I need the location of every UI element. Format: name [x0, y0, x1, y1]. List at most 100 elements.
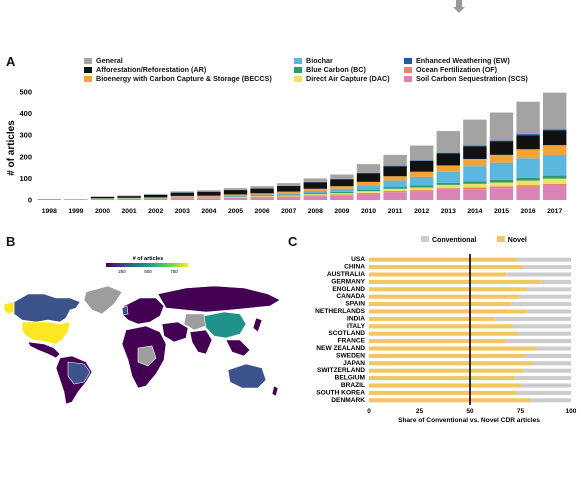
bar-segment [489, 186, 514, 189]
bar-conventional [522, 368, 571, 373]
bar-novel [369, 324, 513, 329]
country-label: NETHERLANDS [315, 308, 365, 315]
legend-item-8: Soil Carbon Sequestration (SCS) [404, 74, 528, 83]
legend-label: General [96, 56, 123, 65]
bar-conventional [526, 287, 571, 292]
map-russia [157, 285, 281, 313]
chart-c-x-axis-label: Share of Conventional vs. Novel CDR arti… [398, 417, 540, 424]
bar-segment [143, 193, 168, 195]
map-central-asia [183, 313, 207, 331]
bar-segment [90, 196, 115, 199]
bar-segment [276, 193, 301, 195]
bar-conventional [520, 383, 571, 388]
colorbar-tick-250: 250 [118, 269, 126, 274]
legend-label: Bioenergy with Carbon Capture & Storage … [96, 74, 272, 83]
colorbar [106, 263, 188, 267]
bar-segment [330, 186, 354, 189]
bar-segment [223, 188, 248, 190]
bar-segment [409, 160, 434, 161]
y-tick-label: 0 [28, 196, 32, 205]
bar-segment [276, 194, 301, 196]
bar-segment [356, 192, 381, 194]
bar-segment [276, 183, 301, 186]
bar-segment [489, 188, 514, 200]
legend-item-4: Blue Carbon (BC) [294, 65, 366, 74]
x-tick-label: 2001 [122, 208, 137, 215]
bar-segment [250, 186, 274, 189]
bar-segment [170, 191, 195, 193]
bar-segment [516, 101, 540, 135]
colorbar-tick-750: 750 [170, 269, 178, 274]
legend-label: Biochar [306, 56, 333, 65]
bar-segment [542, 178, 567, 184]
x-tick-label: 2005 [228, 208, 243, 215]
legend-item-3: Afforestation/Reforestation (AR) [84, 65, 206, 74]
bar-segment [436, 152, 461, 154]
bar-novel [369, 346, 537, 351]
bar-novel [369, 376, 515, 381]
bar-segment [303, 193, 328, 195]
bar-segment [463, 119, 487, 146]
bar-segment [356, 173, 381, 182]
bar-segment [143, 194, 168, 198]
map-australia [227, 363, 267, 389]
bar-segment [383, 176, 407, 181]
legend-label: Enhanced Weathering (EW) [416, 56, 510, 65]
bar-segment [197, 198, 221, 200]
bar-segment [197, 190, 221, 192]
x-tick-label: 2007 [281, 208, 296, 215]
bar-segment [117, 195, 141, 197]
bar-novel [369, 390, 517, 395]
bar-segment [409, 160, 434, 172]
bar-segment [409, 185, 434, 188]
x-tick-label: 2009 [334, 208, 349, 215]
bar-segment [143, 198, 168, 200]
legend-swatch [294, 66, 302, 73]
bar-segment [542, 175, 567, 179]
bar-segment [170, 198, 195, 200]
bar-segment [516, 135, 540, 150]
bar-conventional [512, 324, 571, 329]
bar-segment [436, 131, 461, 153]
legend-item-6: Bioenergy with Carbon Capture & Storage … [84, 74, 272, 83]
bar-segment [250, 193, 274, 195]
bar-segment [223, 195, 248, 197]
legend-swatch [404, 75, 412, 82]
legend-swatch [404, 66, 412, 73]
bar-segment [516, 158, 540, 178]
y-tick-label: 400 [19, 109, 32, 118]
legend-item-2: Enhanced Weathering (EW) [404, 56, 510, 65]
x-tick-label: 25 [416, 408, 424, 415]
bar-segment [436, 184, 461, 189]
legend-label: Novel [508, 237, 527, 244]
bar-conventional [522, 265, 571, 270]
bar-segment [409, 187, 434, 191]
down-arrow-icon [453, 0, 465, 13]
legend-item-7: Direct Air Capture (DAC) [294, 74, 390, 83]
bar-segment [330, 195, 354, 200]
country-label: GERMANY [331, 278, 365, 285]
bar-segment [383, 180, 407, 188]
colorbar-title: # of articles [133, 256, 164, 262]
bar-segment [223, 196, 248, 198]
bar-segment [250, 197, 274, 200]
x-tick-label: 1999 [68, 208, 83, 215]
bar-segment [542, 183, 567, 186]
bar-novel [369, 383, 521, 388]
chart-a: # of articles 0 100 200 300 400 500 1998 1999 2… [6, 88, 567, 215]
panel-a-label: A [6, 54, 16, 69]
bar-segment [463, 158, 487, 167]
bar-segment [330, 194, 354, 196]
bar-conventional [518, 331, 571, 336]
bar-novel [369, 368, 523, 373]
x-tick-label: 100 [566, 408, 577, 415]
chart-a-y-axis-label: # of articles [6, 120, 17, 176]
bar-segment [223, 194, 248, 196]
y-tick-label: 100 [19, 174, 32, 183]
map-central-africa [137, 345, 157, 367]
country-label: JAPAN [343, 360, 365, 367]
legend-label: Afforestation/Reforestation (AR) [96, 65, 207, 74]
legend-swatch [404, 57, 412, 64]
bar-conventional [510, 302, 571, 307]
x-tick-label: 2013 [441, 208, 456, 215]
